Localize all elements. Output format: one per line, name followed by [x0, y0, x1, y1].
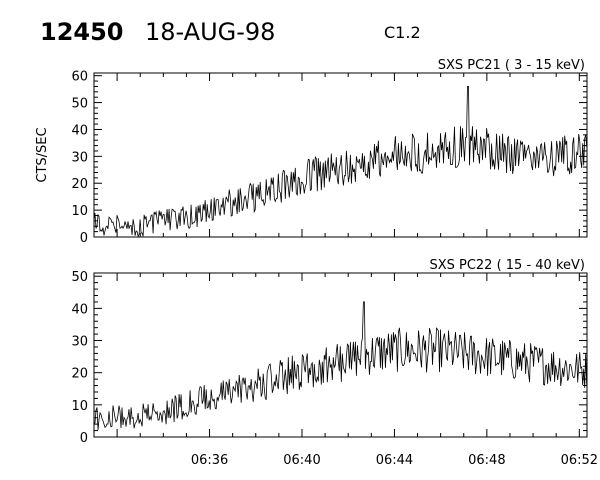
x-tick-label: 06:48: [468, 453, 505, 468]
series-line: [93, 86, 588, 238]
y-tick-label: 30: [71, 335, 88, 350]
y-tick-label: 20: [71, 367, 88, 382]
y-tick-label: 40: [71, 302, 88, 317]
y-tick-label: 0: [80, 231, 88, 246]
panel-2: 0 10 20 30 40 50 06:36 06:40 06:44 06:48 06:52 SXS …: [71, 258, 598, 468]
x-tick-label: 06:52: [561, 453, 598, 468]
flare-class: C1.2: [384, 23, 421, 42]
y-tick-label: 50: [71, 270, 88, 285]
y-tick-label: 0: [80, 431, 88, 446]
x-tick-label: 06:44: [376, 453, 413, 468]
x-tick-label: 06:40: [283, 453, 320, 468]
series-line: [93, 301, 588, 430]
panel-title: SXS PC21 ( 3 - 15 keV): [438, 58, 585, 73]
y-tick-label: 30: [71, 150, 88, 165]
y-tick-label: 20: [71, 177, 88, 192]
event-date: 18-AUG-98: [145, 18, 275, 46]
y-tick-label: 60: [71, 70, 88, 85]
y-tick-label: 10: [71, 399, 88, 414]
panel-title: SXS PC22 ( 15 - 40 keV): [429, 258, 585, 273]
event-id: 12450: [40, 18, 124, 46]
panel-1: 0 10 20 30 40 50 60 SXS PC21 ( 3 - 15 keV) CTS/S…: [35, 58, 588, 246]
plot-frame: [93, 72, 588, 238]
y-tick-label: 50: [71, 97, 88, 112]
panels: 0 10 20 30 40 50 60 SXS PC21 ( 3 - 15 keV) CTS/S…: [35, 58, 598, 468]
y-tick-label: 10: [71, 204, 88, 219]
x-tick-label: 06:36: [191, 453, 228, 468]
plot-frame: [93, 272, 588, 438]
y-tick-label: 40: [71, 123, 88, 138]
y-axis-label: CTS/SEC: [35, 127, 50, 182]
